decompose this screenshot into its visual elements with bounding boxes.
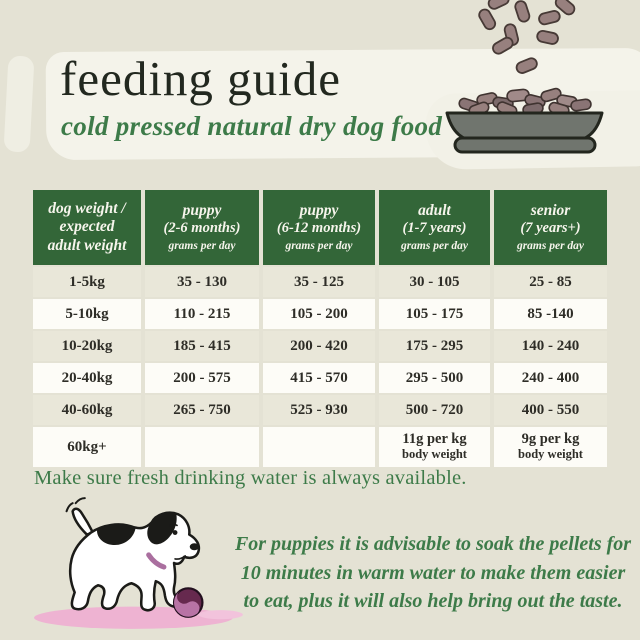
column-header-adult: adult (1-7 years) grams per day xyxy=(379,190,490,265)
table-cell: 200 - 420 xyxy=(263,331,375,361)
table-cell: 200 - 575 xyxy=(145,363,259,393)
column-header-weight: dog weight / expected adult weight xyxy=(33,190,141,265)
water-note: Make sure fresh drinking water is always… xyxy=(34,467,467,489)
table-cell: 110 - 215 xyxy=(145,299,259,329)
table-cell: 400 - 550 xyxy=(494,395,607,425)
table-cell: 9g per kg body weight xyxy=(494,427,607,467)
table-cell: 35 - 125 xyxy=(263,267,375,297)
white-brush-streak xyxy=(3,55,35,153)
row-weight-label: 1-5kg xyxy=(33,267,141,297)
table-cell: 240 - 400 xyxy=(494,363,607,393)
ear-patch xyxy=(147,512,177,545)
table-cell: 295 - 500 xyxy=(379,363,490,393)
mouth-line xyxy=(174,555,187,560)
table-cell: 105 - 200 xyxy=(263,299,375,329)
collar xyxy=(146,552,167,570)
table-cell: 265 - 750 xyxy=(145,395,259,425)
puppy-note-line: For puppies it is advisable to soak the … xyxy=(234,533,632,555)
falling-pellets-icon xyxy=(478,0,576,74)
table-cell: 415 - 570 xyxy=(263,363,375,393)
page-title: feeding guide xyxy=(60,51,342,106)
eye xyxy=(172,530,178,535)
table-cell: 185 - 415 xyxy=(145,331,259,361)
tail xyxy=(71,507,95,536)
row-weight-label: 60kg+ xyxy=(33,427,141,467)
table-cell: 85 -140 xyxy=(494,299,607,329)
puppy-illustration xyxy=(34,497,243,629)
table-cell: 175 - 295 xyxy=(379,331,490,361)
ball-icon xyxy=(172,587,204,618)
row-weight-label: 20-40kg xyxy=(33,363,141,393)
puppy-body xyxy=(65,497,201,612)
table-cell-empty xyxy=(263,427,375,467)
food-bowl-icon xyxy=(445,111,604,154)
table-cell: 105 - 175 xyxy=(379,299,490,329)
table-cell: 140 - 240 xyxy=(494,331,607,361)
tail-motion-lines xyxy=(65,497,86,513)
row-weight-label: 10-20kg xyxy=(33,331,141,361)
table-cell-empty xyxy=(145,427,259,467)
row-weight-label: 5-10kg xyxy=(33,299,141,329)
table-cell: 500 - 720 xyxy=(379,395,490,425)
table-cell: 35 - 130 xyxy=(145,267,259,297)
column-header-puppy-6-12: puppy (6-12 months) grams per day xyxy=(263,190,375,265)
table-cell: 11g per kg body weight xyxy=(379,427,490,467)
column-header-senior: senior (7 years+) grams per day xyxy=(494,190,607,265)
row-weight-label: 40-60kg xyxy=(33,395,141,425)
table-cell: 30 - 105 xyxy=(379,267,490,297)
puppy-note-line: to eat, plus it will also help bring out… xyxy=(243,590,623,613)
table-cell: 525 - 930 xyxy=(263,395,375,425)
eyebrow xyxy=(169,523,178,527)
page-subtitle: cold pressed natural dry dog food xyxy=(61,111,443,141)
feeding-table: dog weight / expected adult weight puppy… xyxy=(33,190,607,467)
table-cell: 25 - 85 xyxy=(494,267,607,297)
puppy-note-line: 10 minutes in warm water to make them ea… xyxy=(240,561,626,584)
pellets-bowl-illustration xyxy=(445,0,604,154)
column-header-puppy-2-6: puppy (2-6 months) grams per day xyxy=(145,190,259,265)
pink-brush-stroke xyxy=(34,606,243,629)
puppy-note: For puppies it is advisable to soak the … xyxy=(232,530,634,616)
back-spot xyxy=(96,524,136,546)
nose xyxy=(189,543,199,551)
